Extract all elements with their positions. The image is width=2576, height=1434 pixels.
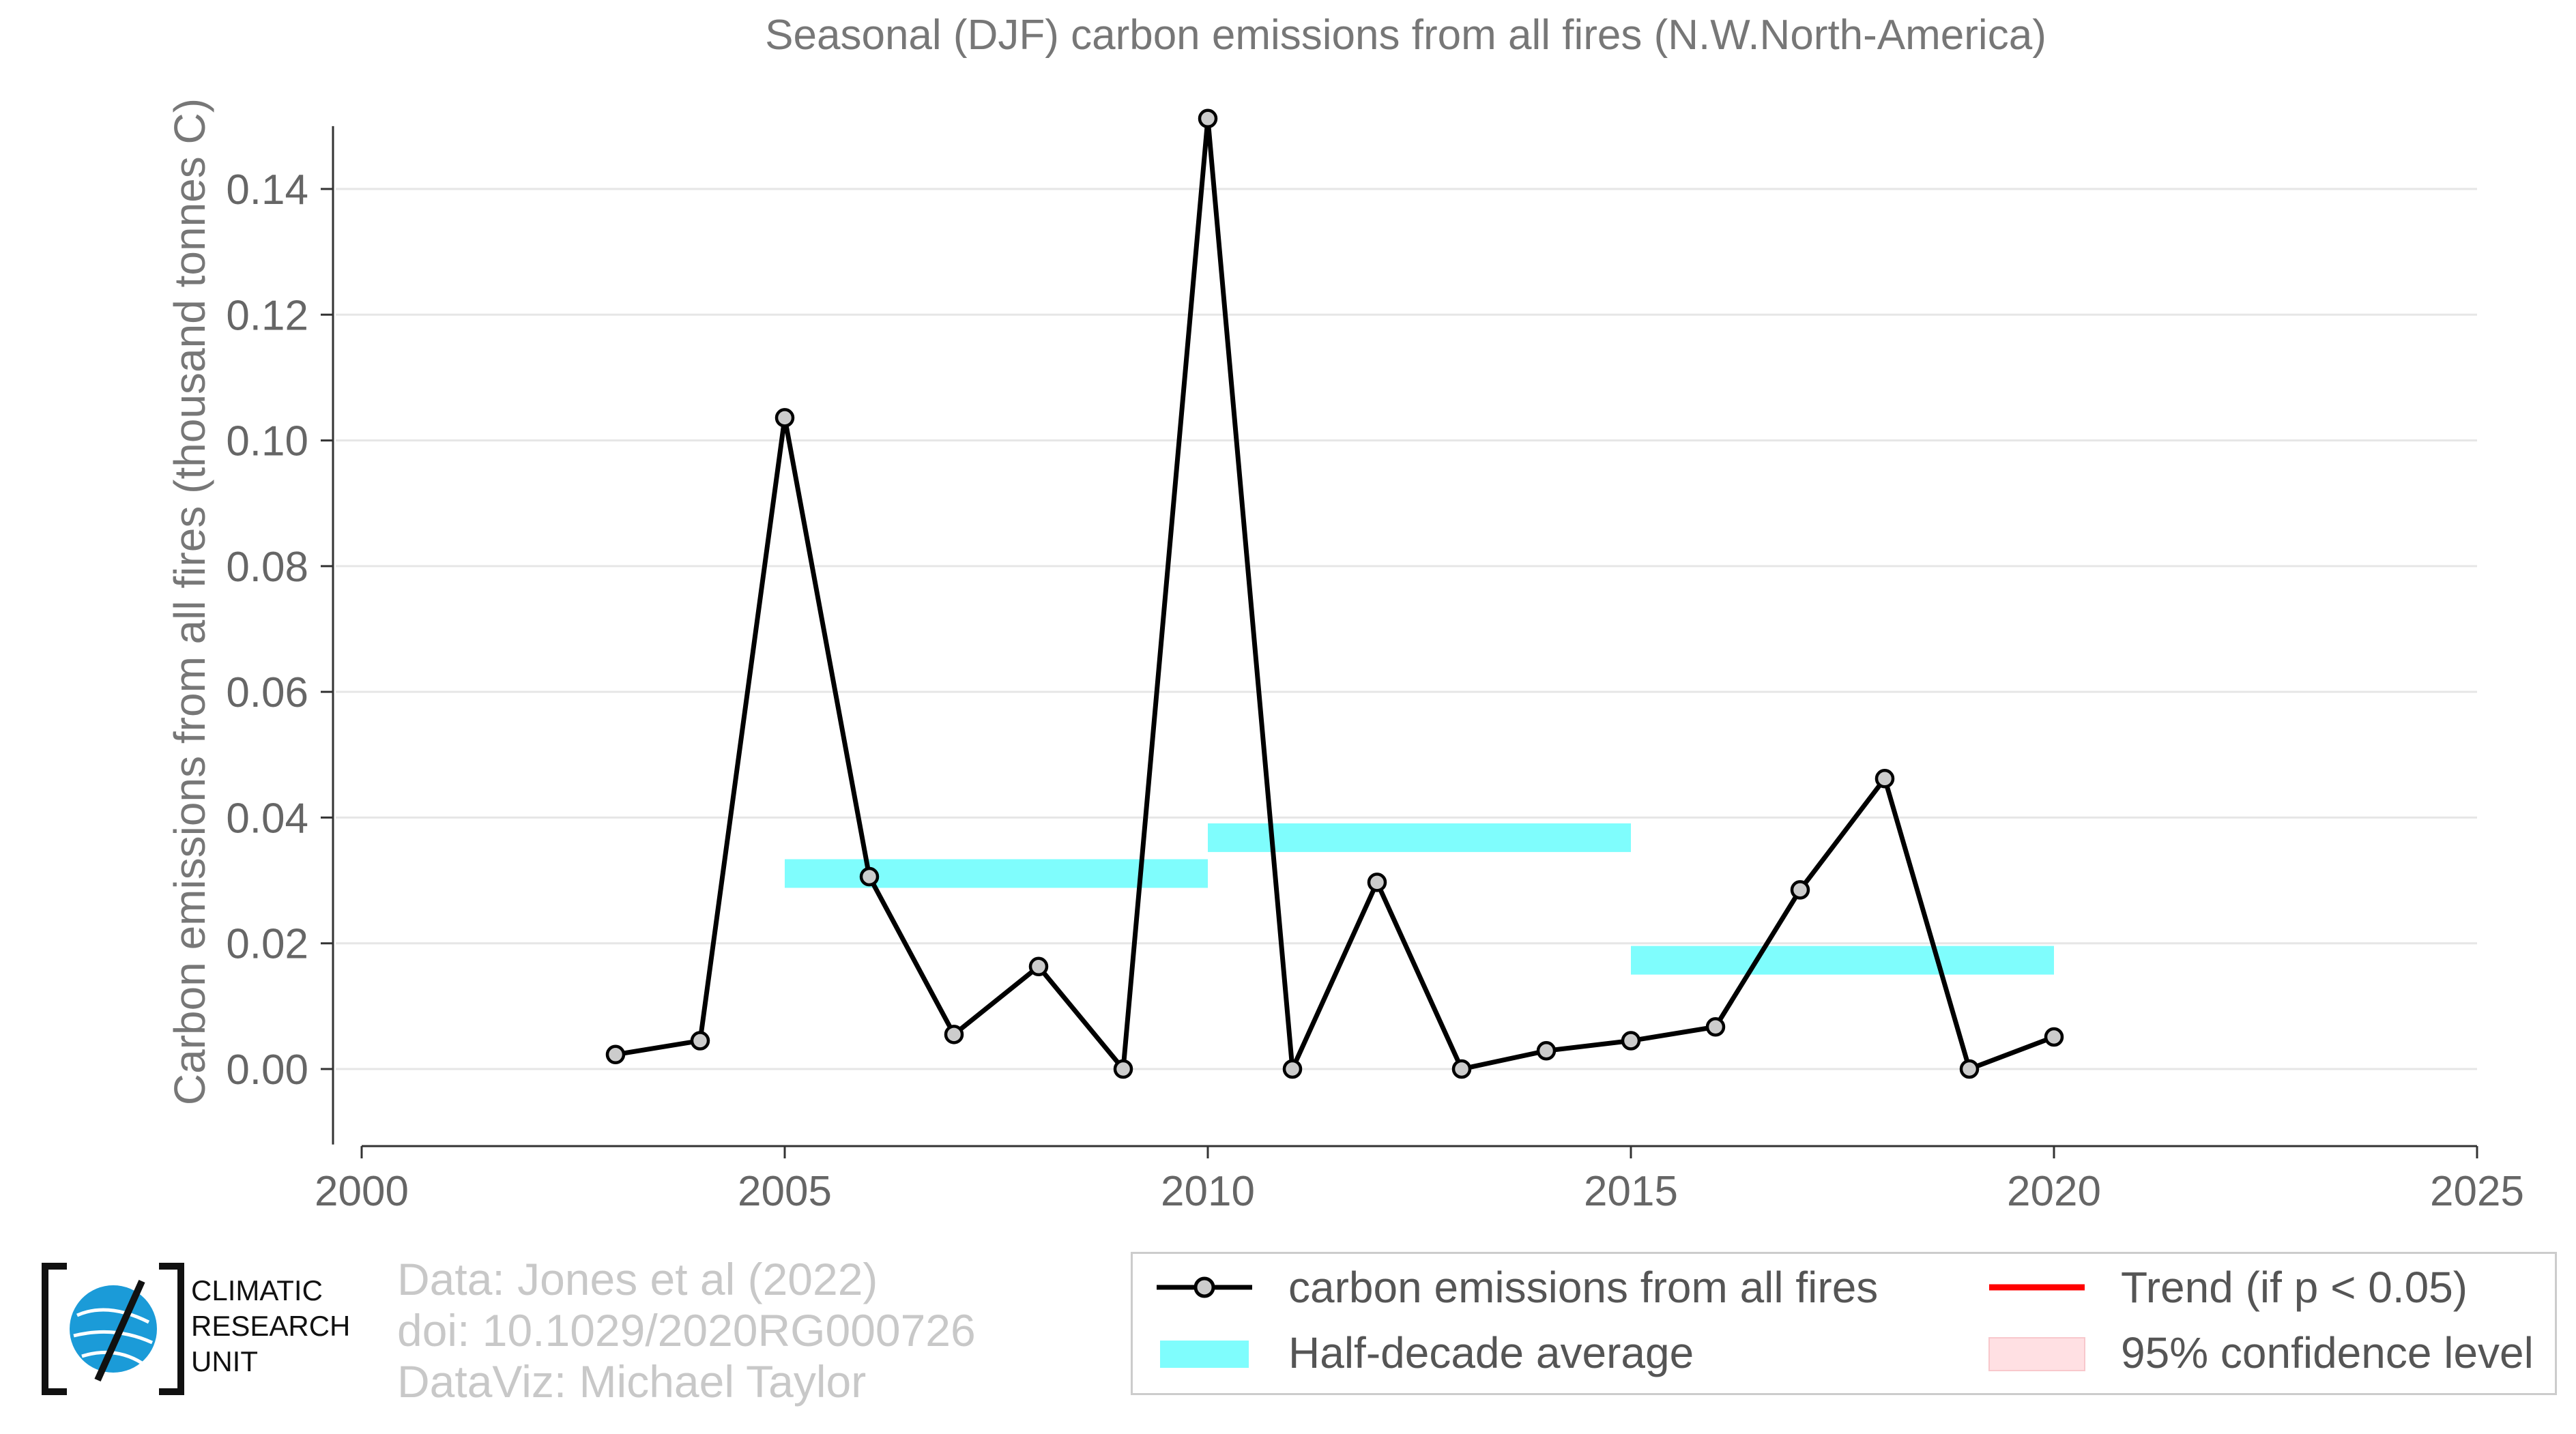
data-point [690, 1031, 710, 1051]
data-point [1367, 873, 1387, 892]
half-decade-bar [1631, 946, 2054, 975]
legend-label-emissions: carbon emissions from all fires [1288, 1263, 1879, 1312]
data-point [1790, 880, 1810, 900]
data-point [944, 1025, 964, 1044]
data-point [1198, 108, 1218, 129]
x-tick-label: 2015 [1584, 1168, 1678, 1215]
legend-label-trend: Trend (if p < 0.05) [2121, 1263, 2468, 1312]
x-tick-label: 2010 [1161, 1168, 1255, 1215]
half-decade-bar [1208, 823, 1631, 852]
data-point [1959, 1059, 1980, 1079]
legend-key-confidence [1988, 1337, 2085, 1371]
chart-canvas: Seasonal (DJF) carbon emissions from all… [165, 12, 2524, 1215]
series-carbon-emissions [605, 108, 2064, 1079]
legend-label-confidence: 95% confidence level [2121, 1328, 2534, 1377]
legend-key-trend-line [1989, 1284, 2085, 1291]
y-axis: 0.00 0.02 0.04 0.06 0.08 0.10 0.12 0.14 [226, 126, 334, 1145]
cru-globe-icon [42, 1263, 184, 1395]
cru-logo-text: CLIMATIC RESEARCH UNIT [191, 1273, 350, 1379]
grid-lines [336, 188, 2477, 1070]
series-line [615, 118, 2055, 1079]
logo-line-3: UNIT [191, 1345, 258, 1377]
data-point [1451, 1059, 1472, 1079]
legend-item-trend: Trend (if p < 0.05) [1986, 1262, 2468, 1313]
data-credits: Data: Jones et al (2022) doi: 10.1029/20… [397, 1254, 976, 1407]
data-point [1028, 956, 1049, 977]
x-tick-label: 2005 [738, 1168, 832, 1215]
logo-line-1: CLIMATIC [191, 1274, 323, 1306]
x-tick-label: 2020 [2007, 1168, 2101, 1215]
legend-key-line-marker [1157, 1276, 1252, 1298]
y-tick-label: 0.12 [226, 292, 308, 339]
legend-item-confidence: 95% confidence level [1986, 1328, 2534, 1378]
cru-logo [40, 1261, 186, 1401]
y-tick-label: 0.04 [226, 795, 308, 842]
half-decade-bar [785, 859, 1208, 888]
logo-line-2: RESEARCH [191, 1310, 351, 1342]
x-tick-label: 2000 [315, 1168, 409, 1215]
credit-doi: doi: 10.1029/2020RG000726 [397, 1305, 976, 1356]
data-point [775, 408, 795, 428]
y-tick-label: 0.10 [226, 418, 308, 465]
x-tick-label: 2025 [2430, 1168, 2524, 1215]
data-point [859, 866, 880, 887]
legend-item-emissions: carbon emissions from all fires [1153, 1262, 1878, 1313]
credit-data-source: Data: Jones et al (2022) [397, 1254, 878, 1304]
data-point [1113, 1059, 1133, 1079]
credit-dataviz: DataViz: Michael Taylor [397, 1356, 867, 1407]
y-tick-label: 0.06 [226, 669, 308, 716]
data-point [1705, 1017, 1726, 1037]
data-point [605, 1044, 626, 1065]
y-tick-label: 0.00 [226, 1047, 308, 1094]
half-decade-average-bars [785, 823, 2054, 975]
data-point [1282, 1059, 1303, 1079]
chart-legend: carbon emissions from all fires Half-dec… [1131, 1252, 2557, 1395]
y-tick-label: 0.14 [226, 166, 308, 214]
data-point [2044, 1027, 2064, 1047]
x-axis: 2000 2005 2010 2015 2020 2025 [315, 1145, 2524, 1215]
data-point [1875, 769, 1895, 789]
legend-item-half-decade: Half-decade average [1153, 1328, 1694, 1378]
y-axis-label: Carbon emissions from all fires (thousan… [165, 98, 214, 1105]
data-point [1536, 1041, 1557, 1061]
legend-key-bar [1160, 1341, 1249, 1368]
chart-title: Seasonal (DJF) carbon emissions from all… [765, 12, 2046, 59]
y-tick-label: 0.08 [226, 544, 308, 591]
data-point [1621, 1031, 1641, 1051]
y-tick-label: 0.02 [226, 921, 308, 968]
legend-label-half-decade: Half-decade average [1288, 1328, 1694, 1377]
